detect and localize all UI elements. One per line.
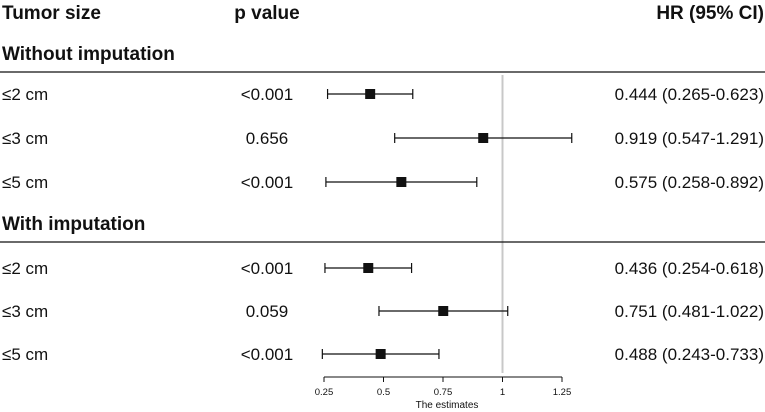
header-hr-ci: HR (95% CI) <box>656 3 764 24</box>
row-label: ≤2 cm <box>2 259 48 278</box>
row-hr-ci: 0.751 (0.481-1.022) <box>615 302 764 321</box>
hr-point <box>438 306 449 316</box>
row-hr-ci: 0.436 (0.254-0.618) <box>615 259 764 278</box>
row-p-value: <0.001 <box>241 345 293 364</box>
hr-point <box>478 133 489 143</box>
row-hr-ci: 0.488 (0.243-0.733) <box>615 345 764 364</box>
group-title: Without imputation <box>2 44 175 65</box>
header-tumor-size: Tumor size <box>2 3 101 24</box>
row-hr-ci: 0.575 (0.258-0.892) <box>615 173 764 192</box>
row-hr-ci: 0.919 (0.547-1.291) <box>615 129 764 148</box>
row-label: ≤3 cm <box>2 302 48 321</box>
hr-point <box>396 177 407 187</box>
x-axis-label: The estimates <box>416 400 479 411</box>
row-label: ≤3 cm <box>2 129 48 148</box>
x-tick-label: 1 <box>500 387 505 398</box>
hr-point <box>363 263 374 273</box>
row-label: ≤2 cm <box>2 85 48 104</box>
row-p-value: <0.001 <box>241 85 293 104</box>
hr-point <box>375 349 386 359</box>
x-tick-label: 0.25 <box>315 387 334 398</box>
row-p-value: <0.001 <box>241 173 293 192</box>
row-hr-ci: 0.444 (0.265-0.623) <box>615 85 764 104</box>
row-p-value: 0.059 <box>246 302 289 321</box>
x-tick-label: 1.25 <box>553 387 572 398</box>
row-label: ≤5 cm <box>2 173 48 192</box>
x-tick-label: 0.5 <box>377 387 390 398</box>
row-label: ≤5 cm <box>2 345 48 364</box>
plot-layer: Without imputation ≤2 cm <0.001 0.444 (0.26… <box>0 44 765 411</box>
group-title: With imputation <box>2 214 145 235</box>
row-p-value: 0.656 <box>246 129 289 148</box>
hr-point <box>365 89 376 99</box>
row-p-value: <0.001 <box>241 259 293 278</box>
header-p-value: p value <box>234 3 299 24</box>
x-tick-label: 0.75 <box>434 387 453 398</box>
